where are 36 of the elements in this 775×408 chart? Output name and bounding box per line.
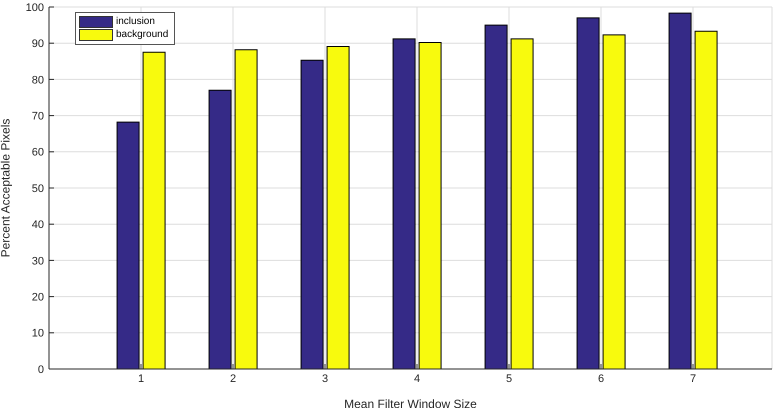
bar	[510, 38, 534, 369]
bar	[208, 90, 232, 369]
y-tick-label: 100	[26, 2, 44, 14]
y-tick-label: 80	[32, 74, 44, 86]
legend-label: inclusion	[116, 16, 155, 28]
x-tick-label: 3	[322, 372, 328, 385]
x-tick-label: 7	[690, 372, 696, 385]
bar	[694, 30, 718, 369]
y-tick-label: 10	[32, 328, 44, 340]
x-tick-label: 2	[230, 372, 236, 385]
y-tick-label: 20	[32, 292, 44, 304]
y-tick-label: 0	[38, 364, 44, 376]
bar	[602, 34, 626, 369]
y-tick-label: 40	[32, 219, 44, 232]
y-tick-label: 90	[32, 38, 44, 50]
bar	[668, 12, 692, 369]
x-tick-label: 6	[598, 372, 604, 385]
y-tick-label: 30	[32, 255, 44, 268]
x-tick-label: 4	[414, 372, 420, 385]
x-tick-label: 1	[138, 372, 144, 385]
y-tick-label: 50	[32, 182, 44, 195]
bar	[576, 17, 600, 369]
bar	[142, 52, 166, 369]
x-tick-label: 5	[506, 372, 512, 385]
bar	[234, 49, 258, 369]
legend-label: background	[116, 29, 168, 41]
bar	[300, 60, 324, 369]
bar	[116, 122, 140, 369]
y-tick-label: 70	[32, 110, 44, 123]
bar	[418, 42, 442, 369]
y-tick-label: 60	[32, 146, 44, 159]
bar	[326, 46, 350, 369]
x-axis-title: Mean Filter Window Size	[344, 397, 478, 408]
bar	[392, 38, 416, 369]
bar	[484, 24, 508, 369]
y-axis-title: Percent Acceptable Pixels	[0, 118, 12, 258]
